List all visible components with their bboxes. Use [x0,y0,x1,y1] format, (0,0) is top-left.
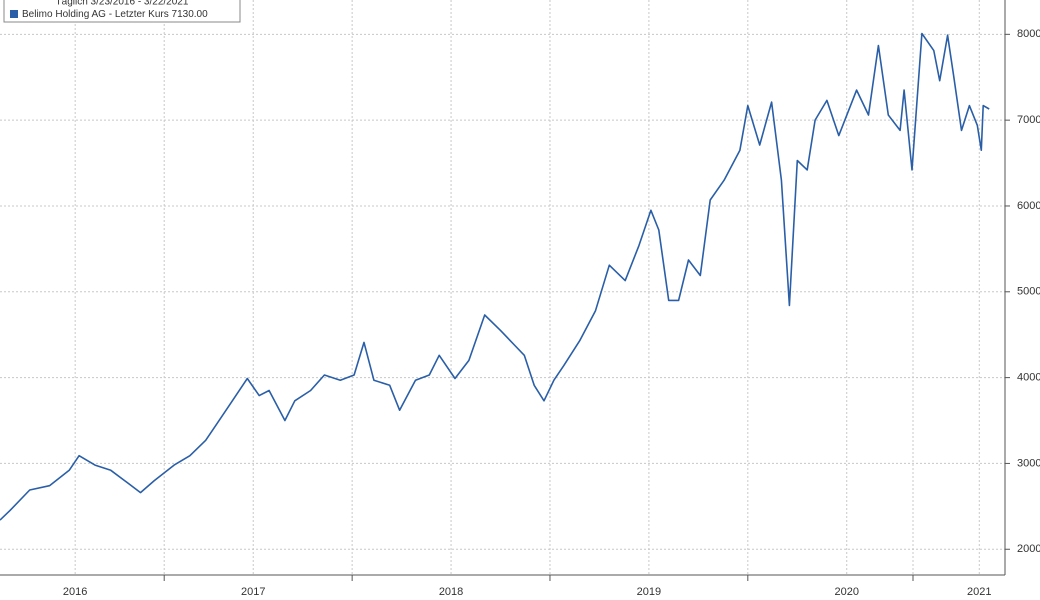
price-line [0,32,990,521]
x-tick-label: 2017 [241,586,265,598]
legend-label: Belimo Holding AG - Letzter Kurs 7130.00 [22,9,208,20]
legend-swatch [10,10,18,18]
legend-subtitle: Täglich 3/23/2016 - 3/22/2021 [56,0,189,8]
y-tick-label: 8000 [1017,28,1040,40]
legend-box [3,0,241,23]
x-tick-label: 2016 [63,586,87,598]
y-tick-label: 2000 [1017,543,1040,555]
y-tick-label: 6000 [1017,200,1040,212]
y-tick-label: 7000 [1017,114,1040,126]
x-tick-label: 2020 [834,586,858,598]
x-tick-label: 2019 [637,586,661,598]
x-tick-label: 2018 [439,586,463,598]
y-tick-label: 5000 [1017,286,1040,298]
y-tick-label: 4000 [1017,372,1040,384]
y-tick-label: 3000 [1017,457,1040,469]
x-tick-label: 2021 [967,586,991,598]
